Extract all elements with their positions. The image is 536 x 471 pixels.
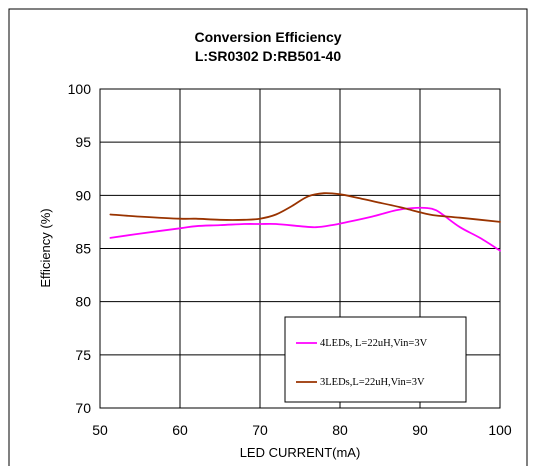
series-lines <box>109 192 501 252</box>
x-axis-label: LED CURRENT(mA) <box>240 445 361 460</box>
x-tick-label: 80 <box>332 422 348 438</box>
legend: 4LEDs, L=22uH,Vin=3V 3LEDs,L=22uH,Vin=3V <box>284 316 467 403</box>
chart-subtitle: L:SR0302 D:RB501-40 <box>195 48 341 64</box>
y-tick-label: 75 <box>75 347 91 363</box>
x-tick-label: 100 <box>488 422 512 438</box>
x-tick-label: 50 <box>92 422 108 438</box>
x-tick-label: 60 <box>172 422 188 438</box>
tick-labels: 50 60 70 80 90 100 70 75 80 85 90 95 100 <box>68 81 512 438</box>
y-tick-label: 85 <box>75 241 91 257</box>
y-tick-label: 95 <box>75 134 91 150</box>
x-tick-label: 70 <box>252 422 268 438</box>
y-tick-label: 70 <box>75 400 91 416</box>
y-axis-label: Efficiency (%) <box>38 208 53 287</box>
y-tick-label: 80 <box>75 294 91 310</box>
y-tick-label: 90 <box>75 187 91 203</box>
legend-label-3leds: 3LEDs,L=22uH,Vin=3V <box>320 377 425 388</box>
x-tick-label: 90 <box>412 422 428 438</box>
series-line-4leds <box>109 206 501 252</box>
plot-area-border <box>99 88 501 409</box>
chart-title: Conversion Efficiency <box>194 29 341 45</box>
series-line-3leds <box>109 192 501 223</box>
legend-box <box>284 316 467 403</box>
y-tick-label: 100 <box>68 81 92 97</box>
legend-label-4leds: 4LEDs, L=22uH,Vin=3V <box>320 338 428 349</box>
